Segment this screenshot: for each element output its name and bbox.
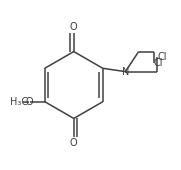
- Text: O: O: [26, 97, 34, 107]
- Text: O: O: [70, 22, 78, 32]
- Text: O: O: [70, 138, 78, 148]
- Text: N: N: [122, 67, 129, 77]
- Text: Cl: Cl: [157, 52, 167, 62]
- Text: H₃C: H₃C: [10, 97, 28, 107]
- Text: Cl: Cl: [154, 58, 163, 68]
